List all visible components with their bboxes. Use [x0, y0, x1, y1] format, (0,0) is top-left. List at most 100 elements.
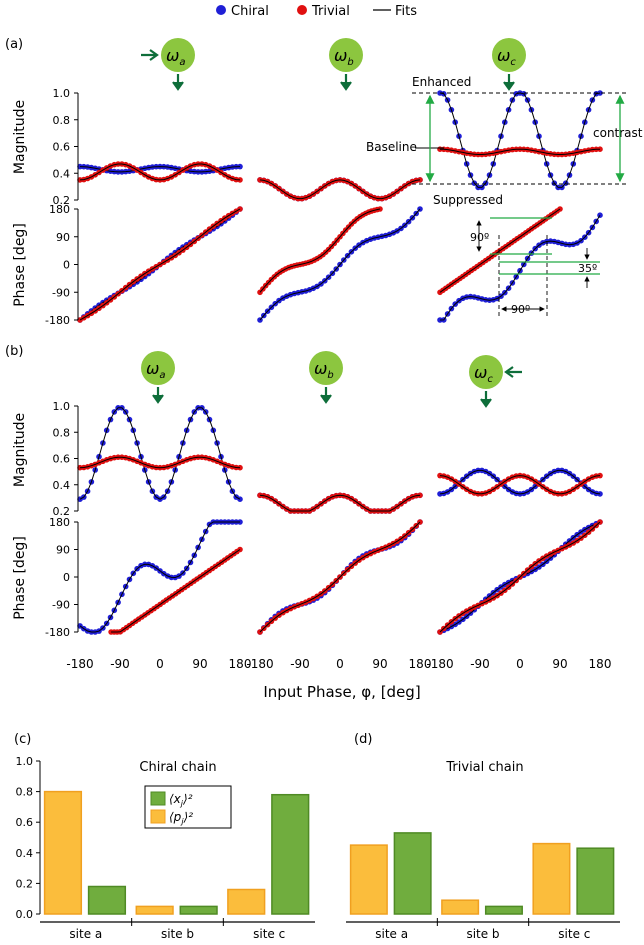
- legend-x-label: ⟨xj⟩²: [169, 792, 193, 808]
- y-tick-label: 1.0: [53, 87, 71, 100]
- fit-line: [259, 208, 421, 321]
- resonator-node-a: [141, 351, 175, 385]
- node-row-b: ωa ωb ωc: [141, 351, 522, 408]
- plot-b-b-magnitude: [257, 492, 423, 514]
- bar-title-d: Trivial chain: [445, 760, 523, 775]
- thirty-five-label: 35º: [578, 262, 597, 275]
- fit-line: [259, 521, 421, 633]
- legend-chiral-marker: [216, 5, 226, 15]
- phase-axis-title-a: Phase [deg]: [12, 223, 28, 307]
- y-tick-label: 1.0: [53, 400, 71, 413]
- plot-a-a-magnitude: [74, 92, 243, 201]
- input-arrow-icon: [504, 366, 522, 378]
- y-tick-label: 1.0: [16, 755, 34, 768]
- x-tick-label: 90: [552, 657, 567, 671]
- legend-p-swatch: [150, 809, 166, 824]
- x-tick-label: 180: [589, 657, 612, 671]
- node-row-a: ωa ωb ωc: [141, 38, 526, 91]
- bar-x-2: [271, 793, 310, 915]
- bar-p-0: [349, 844, 388, 915]
- y-tick-label: 0.8: [53, 114, 71, 127]
- node-c-symbol: ωc: [497, 46, 516, 68]
- legend-trivial-label: Trivial: [311, 4, 350, 19]
- legend-trivial-marker: [297, 5, 307, 15]
- x-tick-label: 0: [516, 657, 524, 671]
- category-label: site c: [253, 927, 285, 941]
- bar-x-2: [576, 847, 615, 915]
- y-tick-label: 180: [49, 516, 70, 529]
- plot-b-c-magnitude: [437, 467, 603, 497]
- y-tick-label: 180: [49, 203, 70, 216]
- fit-line: [79, 407, 241, 500]
- magnitude-axis-title-b: Magnitude: [12, 413, 28, 487]
- bar-p-2: [227, 888, 266, 915]
- fit-line: [79, 163, 241, 181]
- contrast-annotation: Enhanced Baseline Suppressed contrast: [366, 75, 643, 207]
- resonator-node-a: [161, 38, 195, 72]
- enhanced-label: Enhanced: [412, 75, 471, 89]
- plot-a-c-phase: [437, 206, 603, 323]
- x-tick-label: -90: [110, 657, 130, 671]
- y-tick-label: 0.6: [16, 816, 34, 829]
- x-tick-label: -90: [470, 657, 490, 671]
- resonator-node-c: [492, 38, 526, 72]
- input-arrow-icon: [141, 49, 159, 61]
- fit-line: [439, 208, 561, 293]
- output-arrow-icon: [320, 387, 332, 404]
- fit-line: [79, 456, 241, 469]
- category-label: site b: [161, 927, 194, 941]
- x-tick-label: 0: [156, 657, 164, 671]
- y-tick-label: 0.0: [16, 908, 34, 921]
- bar-chart-d: site a site b site c: [346, 832, 620, 941]
- bar-p-2: [532, 842, 571, 915]
- fit-line: [439, 521, 601, 633]
- output-arrow-icon: [503, 74, 515, 91]
- bar-x-0: [87, 885, 127, 915]
- x-tick-label: 90: [372, 657, 387, 671]
- resonator-node-c: [469, 355, 503, 389]
- x-axis-title: Input Phase, φ, [deg]: [263, 683, 420, 701]
- x-tick-label: -180: [426, 657, 453, 671]
- y-tick-label: 0.4: [53, 167, 71, 180]
- category-label: site c: [558, 927, 590, 941]
- fit-line: [79, 521, 240, 633]
- plot-a-b-magnitude: [257, 177, 423, 202]
- y-tick-label: 0.2: [16, 877, 34, 890]
- legend-p-label: ⟨pj⟩²: [169, 810, 193, 826]
- x-tick-label: 0: [336, 657, 344, 671]
- plot-a-a-phase: [74, 206, 243, 323]
- node-a-symbol: ωa: [146, 359, 166, 381]
- y-tick-label: -180: [45, 626, 70, 639]
- fit-line: [439, 148, 601, 155]
- category-label: site a: [375, 927, 408, 941]
- phase-axis-title-b: Phase [deg]: [12, 536, 28, 620]
- top-legend: Chiral Trivial Fits: [216, 4, 417, 19]
- panel-label-d: (d): [354, 732, 372, 747]
- bar-p-1: [135, 905, 174, 915]
- plot-a-c-magnitude: [437, 90, 603, 191]
- magnitude-axis-title-a: Magnitude: [12, 100, 28, 174]
- output-arrow-icon: [340, 74, 352, 91]
- y-tick-label: 90: [56, 231, 70, 244]
- bar-legend: ⟨xj⟩² ⟨pj⟩²: [144, 785, 232, 829]
- y-tick-label: -90: [52, 599, 70, 612]
- ninety-horizontal-label: 90º: [511, 303, 530, 316]
- y-tick-label: 90: [56, 544, 70, 557]
- chiral-data-point: [597, 491, 603, 497]
- phase-magnitude-plots: [74, 90, 603, 635]
- bar-x-1: [484, 905, 523, 915]
- fit-line: [439, 469, 601, 495]
- fit-line: [439, 92, 601, 188]
- legend-fits-label: Fits: [395, 4, 417, 19]
- phase-shift-annotation: 90º 35º 90º: [470, 217, 600, 318]
- fit-line: [111, 549, 241, 633]
- node-b-symbol: ωb: [334, 46, 354, 68]
- fit-line: [259, 179, 421, 200]
- x-tick-label: -180: [66, 657, 93, 671]
- x-tick-label: 180: [229, 657, 252, 671]
- output-arrow-icon: [172, 74, 184, 91]
- y-tick-label: 0.6: [53, 141, 71, 154]
- y-tick-label: 0.2: [53, 505, 71, 518]
- fit-line: [439, 475, 601, 495]
